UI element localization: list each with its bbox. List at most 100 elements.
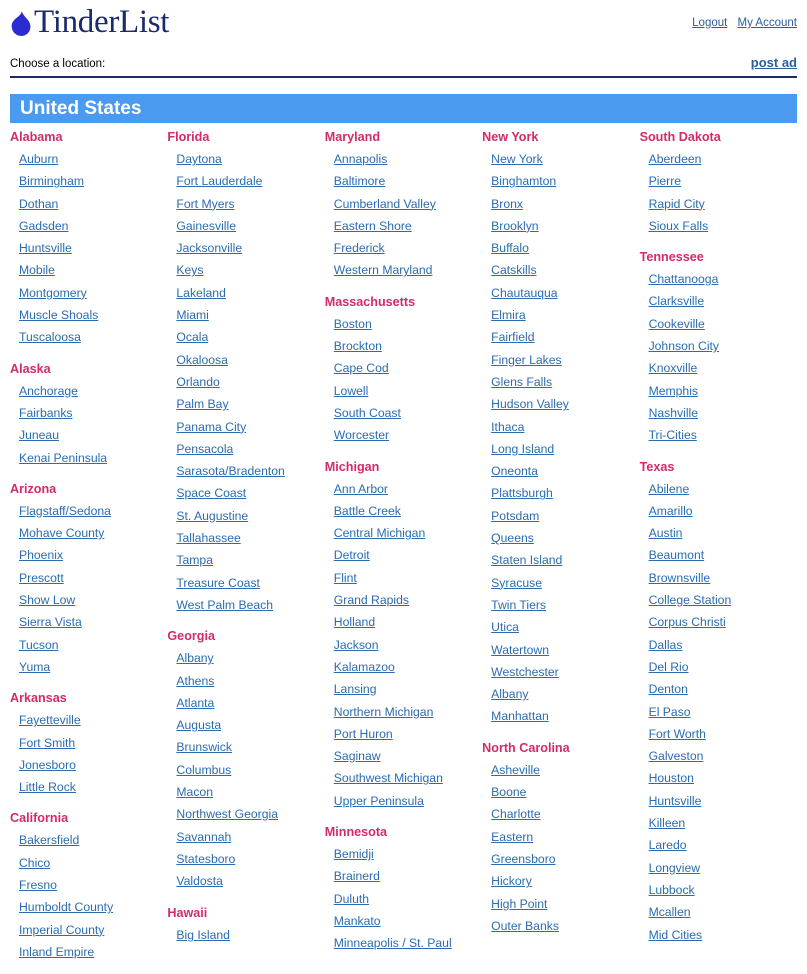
city-link[interactable]: Grand Rapids — [333, 593, 409, 608]
city-link[interactable]: Treasure Coast — [176, 575, 260, 590]
city-link[interactable]: Dothan — [19, 196, 59, 211]
city-link[interactable]: Hudson Valley — [491, 397, 569, 412]
city-link[interactable]: Okaloosa — [176, 352, 228, 367]
city-link[interactable]: Buffalo — [491, 241, 529, 256]
city-link[interactable]: Statesboro — [176, 851, 236, 866]
city-link[interactable]: Fort Smith — [19, 735, 76, 750]
city-link[interactable]: Mohave County — [19, 526, 105, 541]
city-link[interactable]: Pensacola — [176, 441, 234, 456]
city-link[interactable]: Queens — [491, 531, 534, 546]
city-link[interactable]: Central Michigan — [333, 526, 426, 541]
city-link[interactable]: Keys — [176, 263, 204, 278]
city-link[interactable]: Manhattan — [491, 709, 549, 724]
city-link[interactable]: Lansing — [333, 682, 377, 697]
city-link[interactable]: Valdosta — [176, 874, 223, 889]
city-link[interactable]: El Paso — [648, 704, 691, 719]
city-link[interactable]: Galveston — [648, 749, 704, 764]
city-link[interactable]: Corpus Christi — [648, 615, 726, 630]
city-link[interactable]: Montgomery — [19, 285, 87, 300]
city-link[interactable]: High Point — [491, 896, 548, 911]
city-link[interactable]: Mankato — [333, 913, 381, 928]
city-link[interactable]: Gadsden — [19, 218, 69, 233]
city-link[interactable]: Savannah — [176, 829, 232, 844]
city-link[interactable]: Sierra Vista — [19, 615, 82, 630]
city-link[interactable]: Flagstaff/Sedona — [19, 503, 111, 518]
city-link[interactable]: Miami — [176, 308, 209, 323]
city-link[interactable]: Prescott — [19, 570, 64, 585]
city-link[interactable]: Potsdam — [491, 508, 540, 523]
city-link[interactable]: Macon — [176, 785, 213, 800]
city-link[interactable]: Dallas — [648, 637, 683, 652]
city-link[interactable]: Baltimore — [333, 174, 386, 189]
city-link[interactable]: Fresno — [19, 878, 57, 893]
city-link[interactable]: Fairfield — [491, 330, 535, 345]
city-link[interactable]: Phoenix — [19, 548, 64, 563]
city-link[interactable]: Minneapolis / St. Paul — [333, 936, 452, 951]
city-link[interactable]: Huntsville — [648, 793, 702, 808]
city-link[interactable]: Northwest Georgia — [176, 807, 278, 822]
city-link[interactable]: Brunswick — [176, 740, 232, 755]
city-link[interactable]: Annapolis — [333, 152, 388, 166]
city-link[interactable]: Elmira — [491, 308, 526, 323]
city-link[interactable]: Muscle Shoals — [19, 308, 99, 323]
city-link[interactable]: Oneonta — [491, 464, 538, 479]
city-link[interactable]: Athens — [176, 673, 215, 688]
city-link[interactable]: College Station — [648, 593, 732, 608]
city-link[interactable]: Daytona — [176, 152, 222, 166]
site-logo[interactable]: TinderList — [10, 6, 169, 39]
city-link[interactable]: Cape Cod — [333, 361, 389, 376]
city-link[interactable]: Kenai Peninsula — [19, 450, 108, 465]
city-link[interactable]: Boone — [491, 785, 527, 800]
city-link[interactable]: Watertown — [491, 642, 549, 657]
city-link[interactable]: Lubbock — [648, 882, 695, 897]
logout-link[interactable]: Logout — [692, 17, 728, 29]
city-link[interactable]: Eastern — [491, 829, 534, 844]
city-link[interactable]: Anchorage — [19, 383, 78, 398]
city-link[interactable]: Hickory — [491, 874, 532, 889]
city-link[interactable]: Chautauqua — [491, 285, 558, 300]
city-link[interactable]: Jackson — [333, 637, 379, 652]
city-link[interactable]: Utica — [491, 620, 519, 635]
city-link[interactable]: Pierre — [648, 174, 682, 189]
city-link[interactable]: Orlando — [176, 374, 220, 389]
city-link[interactable]: Detroit — [333, 548, 370, 563]
city-link[interactable]: Brooklyn — [491, 218, 539, 233]
city-link[interactable]: Battle Creek — [333, 503, 401, 518]
city-link[interactable]: Duluth — [333, 891, 370, 906]
city-link[interactable]: Tucson — [19, 637, 59, 652]
city-link[interactable]: Huntsville — [19, 241, 72, 256]
city-link[interactable]: St. Augustine — [176, 508, 249, 523]
city-link[interactable]: Glens Falls — [491, 374, 553, 389]
city-link[interactable]: Killeen — [648, 816, 686, 831]
city-link[interactable]: Brainerd — [333, 869, 380, 884]
city-link[interactable]: Nashville — [648, 405, 699, 420]
city-link[interactable]: Albany — [176, 651, 214, 666]
city-link[interactable]: Mcallen — [648, 905, 691, 920]
city-link[interactable]: Space Coast — [176, 486, 247, 501]
city-link[interactable]: Aberdeen — [648, 152, 702, 166]
city-link[interactable]: Ocala — [176, 330, 209, 345]
city-link[interactable]: Tri-Cities — [648, 428, 697, 443]
city-link[interactable]: Greensboro — [491, 851, 556, 866]
city-link[interactable]: Juneau — [19, 428, 59, 443]
city-link[interactable]: Sioux Falls — [648, 218, 709, 233]
city-link[interactable]: Lakeland — [176, 285, 226, 300]
city-link[interactable]: West Palm Beach — [176, 597, 274, 612]
city-link[interactable]: Long Island — [491, 441, 555, 456]
city-link[interactable]: Yuma — [19, 659, 51, 674]
city-link[interactable]: Tampa — [176, 553, 213, 568]
city-link[interactable]: Albany — [491, 687, 529, 702]
city-link[interactable]: Cookeville — [648, 316, 705, 331]
city-link[interactable]: Flint — [333, 570, 357, 585]
city-link[interactable]: Houston — [648, 771, 694, 786]
city-link[interactable]: Memphis — [648, 383, 699, 398]
city-link[interactable]: Fayetteville — [19, 713, 81, 728]
city-link[interactable]: Northern Michigan — [333, 704, 434, 719]
city-link[interactable]: Austin — [648, 526, 683, 541]
city-link[interactable]: Laredo — [648, 838, 687, 853]
city-link[interactable]: Del Rio — [648, 659, 689, 674]
city-link[interactable]: South Coast — [333, 405, 401, 420]
city-link[interactable]: Birmingham — [19, 174, 85, 189]
city-link[interactable]: Big Island — [176, 927, 230, 942]
city-link[interactable]: Southwest Michigan — [333, 771, 443, 786]
